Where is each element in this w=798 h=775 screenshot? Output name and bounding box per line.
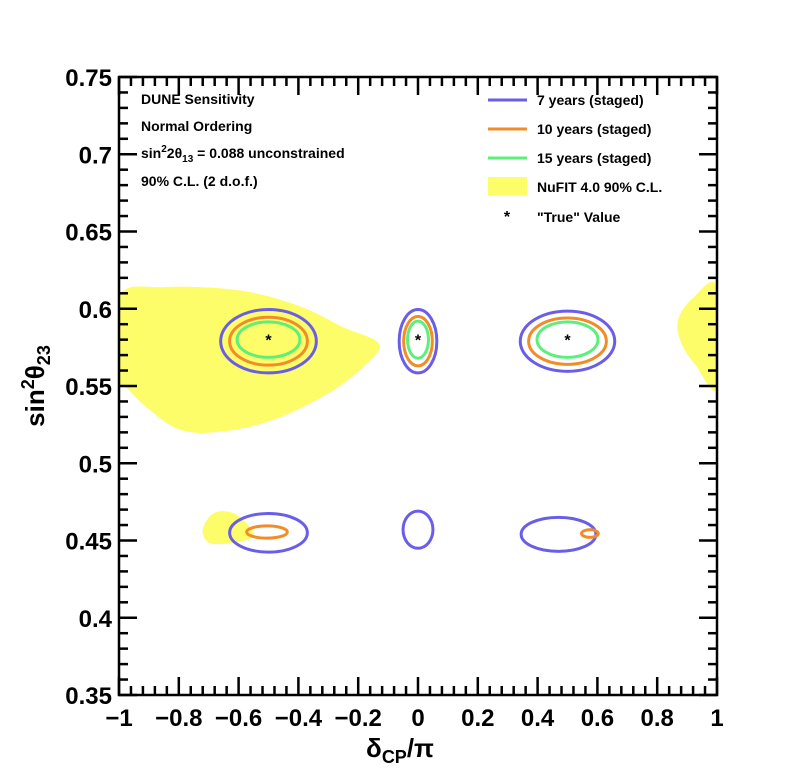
- x-tick-label: −0.4: [275, 705, 323, 732]
- x-axis-title: δCP/π: [366, 733, 434, 767]
- y-axis-title: sin2θ23: [18, 345, 54, 427]
- annotation-ordering: Normal Ordering: [141, 118, 252, 134]
- contour-series-0-3: [228, 511, 309, 554]
- true-value-markers: * * *: [265, 333, 571, 350]
- contour-series-2-1: [406, 319, 430, 360]
- true-value-marker-0: *: [265, 333, 272, 350]
- contour-series-0-0: [219, 308, 318, 375]
- axis-tick-labels: −1 −0.8 −0.6 −0.4 −0.2 0 0.2 0.4 0.6 0.8 1 0.35 0.4 0…: [65, 65, 723, 732]
- nufit-region-0: [119, 286, 380, 433]
- y-tick-label: 0.7: [79, 142, 112, 169]
- y-tick-label: 0.5: [79, 451, 112, 478]
- contour-series-1-2: [527, 316, 608, 366]
- y-tick-label: 0.75: [65, 65, 112, 92]
- x-tick-label: 0.8: [641, 705, 674, 732]
- x-tick-label: 0.4: [521, 705, 555, 732]
- x-tick-label: 0.6: [581, 705, 614, 732]
- contour-series-1-4: [580, 528, 600, 539]
- annotation-experiment: DUNE Sensitivity: [141, 91, 255, 107]
- contour-series-0-4: [401, 509, 435, 550]
- x-tick-label: −0.8: [155, 705, 202, 732]
- annotation-block: DUNE Sensitivity Normal Ordering sin22θ1…: [141, 91, 345, 189]
- axis-ticks: [117, 75, 719, 697]
- y-tick-label: 0.6: [79, 297, 112, 324]
- legend-swatch-nufit: [488, 177, 527, 195]
- annotation-confidence-level: 90% C.L. (2 d.o.f.): [141, 173, 258, 189]
- annotation-theta13: sin22θ13 = 0.088 unconstrained: [141, 144, 345, 165]
- x-tick-label: 0.2: [461, 705, 494, 732]
- x-tick-label: −1: [105, 705, 132, 732]
- x-tick-label: −0.2: [335, 705, 382, 732]
- y-tick-label: 0.65: [65, 220, 112, 247]
- legend-label-nufit: NuFIT 4.0 90% C.L.: [537, 179, 662, 195]
- y-tick-label: 0.35: [65, 683, 112, 710]
- x-tick-label: 1: [710, 705, 723, 732]
- legend-label-true-value: "True" Value: [537, 209, 621, 225]
- x-tick-label: −0.6: [215, 705, 262, 732]
- contour-series-2-2: [535, 320, 600, 359]
- legend-swatch-true-value: *: [504, 209, 511, 226]
- legend-label-7-years: 7 years (staged): [537, 92, 644, 108]
- contour-series-2-0: [235, 320, 302, 359]
- contour-series-1-0: [228, 315, 309, 367]
- legend-label-15-years: 15 years (staged): [537, 150, 651, 166]
- legend-label-10-years: 10 years (staged): [537, 121, 651, 137]
- true-value-marker-1: *: [415, 333, 422, 350]
- sensitivity-contours: [219, 308, 617, 554]
- legend: 7 years (staged) 10 years (staged) 15 ye…: [488, 92, 662, 226]
- contour-series-1-3: [245, 524, 289, 540]
- x-tick-label: 0: [411, 705, 424, 732]
- y-tick-label: 0.45: [65, 529, 112, 556]
- contour-series-1-1: [402, 314, 434, 368]
- contour-series-0-5: [519, 515, 598, 553]
- true-value-marker-2: *: [564, 333, 571, 350]
- contour-series-0-2: [518, 309, 617, 373]
- y-tick-label: 0.4: [79, 606, 113, 633]
- y-tick-label: 0.55: [65, 374, 112, 401]
- contour-series-0-1: [397, 308, 439, 375]
